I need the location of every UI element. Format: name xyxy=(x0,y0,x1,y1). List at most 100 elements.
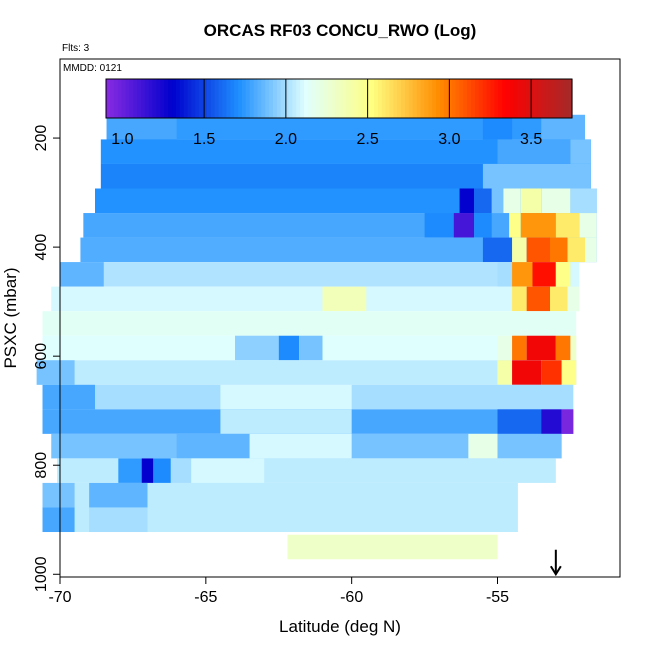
colorbar-swatch xyxy=(319,79,325,118)
flights-note: Flts: 3 xyxy=(62,43,90,54)
colorbar-tick-label: 2.0 xyxy=(275,131,297,148)
colorbar-swatch xyxy=(455,79,460,118)
y-tick-label: 600 xyxy=(33,343,50,370)
colorbar-swatch xyxy=(168,79,173,118)
colorbar-swatch xyxy=(272,79,278,118)
heatmap-cell-9-0 xyxy=(235,335,279,361)
colorbar-swatch xyxy=(424,79,429,118)
colorbar-swatch xyxy=(199,79,204,118)
heatmap-row-8 xyxy=(42,311,577,336)
colorbar-swatch xyxy=(288,79,293,118)
colorbar-swatch xyxy=(401,79,406,118)
heatmap-cell-3-6 xyxy=(570,188,597,214)
colorbar-tick-label: 1.0 xyxy=(111,131,133,148)
colorbar-swatch xyxy=(175,79,181,118)
arrow-marker xyxy=(549,549,562,577)
heatmap-cell-7-1 xyxy=(512,286,527,312)
heatmap-cell-5-0 xyxy=(482,237,513,263)
colorbar-swatch xyxy=(265,79,270,118)
heatmap-row-10 xyxy=(36,360,577,385)
colorbar-swatch xyxy=(439,79,445,118)
heatmap-cell-14-0 xyxy=(118,458,142,483)
colorbar-swatch xyxy=(552,79,558,118)
colorbar: 1.0 1.5 2.0 2.5 3.0 3.5 xyxy=(105,78,573,148)
colorbar-swatch xyxy=(505,79,511,118)
colorbar-swatch xyxy=(292,79,297,118)
heatmap-cell-9-5 xyxy=(526,335,556,361)
heatmap-cell-4-5 xyxy=(555,213,580,238)
y-axis-label: PSXC (mbar) xyxy=(1,267,20,368)
colorbar-swatch xyxy=(370,79,375,118)
heatmap-cell-10-2 xyxy=(512,360,542,385)
colorbar-swatch xyxy=(490,79,495,118)
colorbar-swatch xyxy=(276,79,282,118)
colorbar-swatch xyxy=(358,79,363,118)
colorbar-swatch xyxy=(203,79,208,118)
colorbar-swatch xyxy=(206,79,212,118)
heatmap-cell-2-0 xyxy=(482,163,591,189)
colorbar-swatch xyxy=(210,79,216,118)
colorbar-swatch xyxy=(129,79,134,118)
colorbar-swatch xyxy=(459,79,464,118)
colorbar-swatch xyxy=(106,79,111,118)
colorbar-swatch xyxy=(416,79,422,118)
colorbar-swatch xyxy=(280,79,286,118)
colorbar-swatch xyxy=(521,79,526,118)
colorbar-swatch xyxy=(300,79,305,118)
heatmap-cell-9-2 xyxy=(299,335,323,361)
colorbar-tick-label: 3.0 xyxy=(438,131,460,148)
heatmap-cell-3-4 xyxy=(520,188,542,214)
y-tick-label: 800 xyxy=(33,452,50,479)
heatmap-cell-12-2 xyxy=(541,409,562,434)
colorbar-swatch xyxy=(144,79,150,118)
heatmap-cell-9-1 xyxy=(278,335,300,361)
colorbar-swatch xyxy=(408,79,414,118)
colorbar-swatch xyxy=(494,79,499,118)
colorbar-swatch xyxy=(366,79,371,118)
colorbar-swatch xyxy=(478,79,484,118)
heatmap-cell-4-3 xyxy=(509,213,521,238)
colorbar-swatch xyxy=(443,79,449,118)
colorbar-swatch xyxy=(568,79,573,118)
heatmap-cell-0-1 xyxy=(482,114,513,140)
heatmap-cell-14-1 xyxy=(141,458,154,483)
heatmap-cell-10-1 xyxy=(497,360,513,385)
heatmap-cell-13-2 xyxy=(468,433,498,459)
heatmap-cell-3-2 xyxy=(491,188,504,214)
plot-frame xyxy=(59,58,621,578)
heatmap-cell-6-0 xyxy=(60,262,104,287)
colorbar-tick-label: 2.5 xyxy=(356,131,378,148)
heatmap-cell-15-0 xyxy=(42,482,75,508)
heatmap-cell-4-4 xyxy=(520,213,556,238)
heatmap-cell-11-0 xyxy=(42,384,95,410)
colorbar-swatch xyxy=(389,79,394,118)
colorbar-swatch xyxy=(509,79,515,118)
colorbar-swatch xyxy=(125,79,130,118)
colorbar-swatch xyxy=(486,79,492,118)
heatmap-cell-0-2 xyxy=(541,114,585,140)
heatmap-cell-3-0 xyxy=(459,188,475,214)
colorbar-swatch xyxy=(373,79,379,118)
heatmap-cell-6-2 xyxy=(512,262,533,287)
heatmap-row-7 xyxy=(51,286,580,312)
colorbar-swatch xyxy=(548,79,554,118)
heatmap-cell-3-3 xyxy=(503,188,521,214)
heatmap-cell-6-5 xyxy=(570,262,580,287)
colorbar-swatch xyxy=(183,79,189,118)
colorbar-swatch xyxy=(226,79,231,118)
colorbar-swatch xyxy=(412,79,418,118)
heatmap-cell-9-3 xyxy=(497,335,513,361)
colorbar-swatch xyxy=(381,79,387,118)
colorbar-swatch xyxy=(397,79,402,118)
heatmap-cell-13-0 xyxy=(176,433,250,459)
colorbar-swatch xyxy=(331,79,336,118)
x-tick-label: -60 xyxy=(340,589,363,606)
colorbar-swatch xyxy=(339,79,344,118)
colorbar-swatch xyxy=(241,79,247,118)
colorbar-swatch xyxy=(393,79,398,118)
colorbar-swatch xyxy=(513,79,519,118)
colorbar-swatch xyxy=(214,79,220,118)
colorbar-swatch xyxy=(327,79,332,118)
heatmap-row-0 xyxy=(106,114,586,140)
